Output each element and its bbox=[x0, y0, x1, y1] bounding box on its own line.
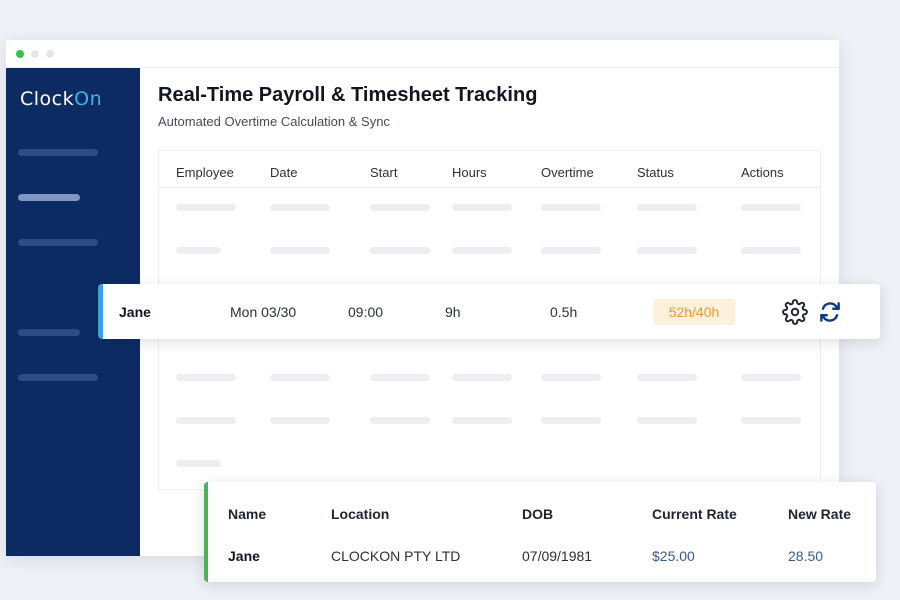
column-header-status[interactable]: Status bbox=[637, 165, 674, 180]
detail-header-name: Name bbox=[228, 506, 267, 522]
column-header-actions: Actions bbox=[741, 165, 784, 180]
cell-placeholder bbox=[637, 247, 697, 254]
detail-current-rate: $25.00 bbox=[652, 548, 695, 564]
cell-placeholder bbox=[452, 247, 512, 254]
logo-text-accent: On bbox=[74, 88, 103, 110]
status-badge: 52h/40h bbox=[653, 299, 735, 325]
column-header-start[interactable]: Start bbox=[370, 165, 398, 180]
detail-name: Jane bbox=[228, 548, 260, 564]
cell-placeholder bbox=[452, 417, 512, 424]
employee-rate-card: Name Location DOB Current Rate New Rate … bbox=[204, 482, 876, 582]
cell-placeholder bbox=[637, 374, 697, 381]
detail-new-rate: 28.50 bbox=[788, 548, 824, 564]
sidebar-item-placeholder-4[interactable] bbox=[18, 329, 80, 336]
cell-placeholder bbox=[370, 204, 430, 211]
cell-placeholder bbox=[637, 204, 697, 211]
column-header-hours[interactable]: Hours bbox=[452, 165, 487, 180]
cell-placeholder bbox=[270, 417, 330, 424]
cell-placeholder bbox=[741, 204, 801, 211]
cell-placeholder bbox=[176, 374, 236, 381]
sidebar-item-placeholder-active[interactable] bbox=[18, 194, 80, 201]
page-subtitle: Automated Overtime Calculation & Sync bbox=[158, 114, 390, 129]
timesheet-highlight-row[interactable]: Jane Mon 03/30 09:00 9h 0.5h 52h/40h bbox=[98, 284, 880, 339]
row-start: 09:00 bbox=[348, 304, 384, 320]
header-divider bbox=[159, 187, 820, 188]
cell-placeholder bbox=[270, 247, 330, 254]
detail-header-location: Location bbox=[331, 506, 390, 522]
cell-placeholder bbox=[370, 417, 430, 424]
cell-placeholder bbox=[452, 204, 512, 211]
cell-placeholder bbox=[370, 247, 430, 254]
cell-placeholder bbox=[741, 374, 801, 381]
gear-icon[interactable] bbox=[782, 299, 808, 325]
detail-dob: 07/09/1981 bbox=[522, 548, 593, 564]
refresh-icon[interactable] bbox=[817, 299, 843, 325]
row-date: Mon 03/30 bbox=[230, 304, 297, 320]
cell-placeholder bbox=[176, 204, 236, 211]
sidebar-item-placeholder-3[interactable] bbox=[18, 239, 98, 246]
sidebar-item-placeholder-5[interactable] bbox=[18, 374, 98, 381]
window-titlebar bbox=[6, 40, 839, 68]
cell-placeholder bbox=[270, 204, 330, 211]
column-header-date[interactable]: Date bbox=[270, 165, 298, 180]
row-employee: Jane bbox=[119, 304, 151, 320]
row-hours: 9h bbox=[445, 304, 461, 320]
cell-placeholder bbox=[370, 374, 430, 381]
detail-location: CLOCKON PTY LTD bbox=[331, 548, 461, 564]
cell-placeholder bbox=[176, 247, 221, 254]
clockon-logo[interactable]: ClockOn bbox=[20, 88, 102, 110]
cell-placeholder bbox=[541, 417, 601, 424]
cell-placeholder bbox=[176, 460, 221, 467]
column-header-employee[interactable]: Employee bbox=[176, 165, 234, 180]
column-header-overtime[interactable]: Overtime bbox=[541, 165, 594, 180]
detail-header-current-rate: Current Rate bbox=[652, 506, 737, 522]
row-overtime: 0.5h bbox=[550, 304, 578, 320]
detail-header-new-rate: New Rate bbox=[788, 506, 852, 522]
cell-placeholder bbox=[270, 374, 330, 381]
cell-placeholder bbox=[637, 417, 697, 424]
page-title: Real-Time Payroll & Timesheet Tracking bbox=[158, 84, 538, 106]
logo-text-main: Clock bbox=[20, 88, 75, 110]
cell-placeholder bbox=[541, 374, 601, 381]
window-maximize-dot[interactable] bbox=[46, 50, 54, 58]
cell-placeholder bbox=[541, 247, 601, 254]
sidebar-item-placeholder-1[interactable] bbox=[18, 149, 98, 156]
cell-placeholder bbox=[741, 417, 801, 424]
window-minimize-dot[interactable] bbox=[31, 50, 39, 58]
window-close-dot[interactable] bbox=[16, 50, 24, 58]
cell-placeholder bbox=[176, 417, 236, 424]
cell-placeholder bbox=[741, 247, 801, 254]
detail-header-dob: DOB bbox=[522, 506, 554, 522]
cell-placeholder bbox=[541, 204, 601, 211]
cell-placeholder bbox=[452, 374, 512, 381]
